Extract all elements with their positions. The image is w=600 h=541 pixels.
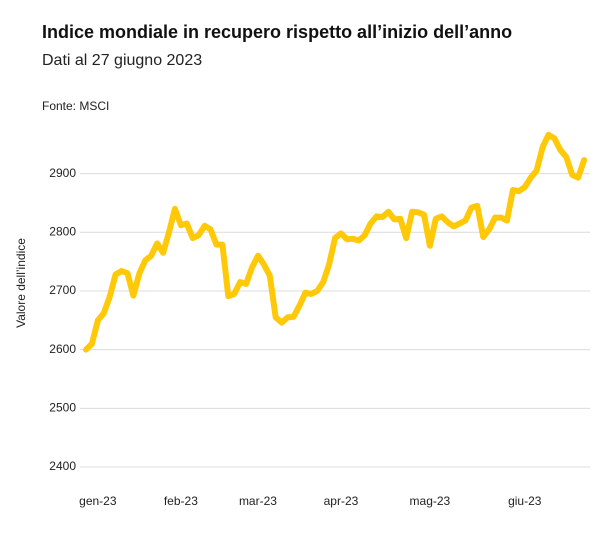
x-tick-label: gen-23 [79,494,117,508]
chart-subtitle: Dati al 27 giugno 2023 [42,52,202,69]
x-tick-label: apr-23 [324,494,359,508]
y-tick-label: 2900 [49,166,76,180]
x-tick-label: mag-23 [410,494,451,508]
chart-title: Indice mondiale in recupero rispetto all… [42,22,512,42]
x-tick-label: giu-23 [508,494,542,508]
y-tick-label: 2600 [49,342,76,356]
y-tick-label: 2700 [49,283,76,297]
line [83,131,588,353]
source: Fonte: MSCI [42,99,109,113]
y-tick-label: 2800 [49,224,76,238]
y-axis-label: Valore dell’indice [14,238,28,328]
y-tick-label: 2400 [49,459,76,473]
y-tick-label: 2500 [49,400,76,414]
x-tick-label: feb-23 [164,494,198,508]
x-tick-label: mar-23 [239,494,277,508]
